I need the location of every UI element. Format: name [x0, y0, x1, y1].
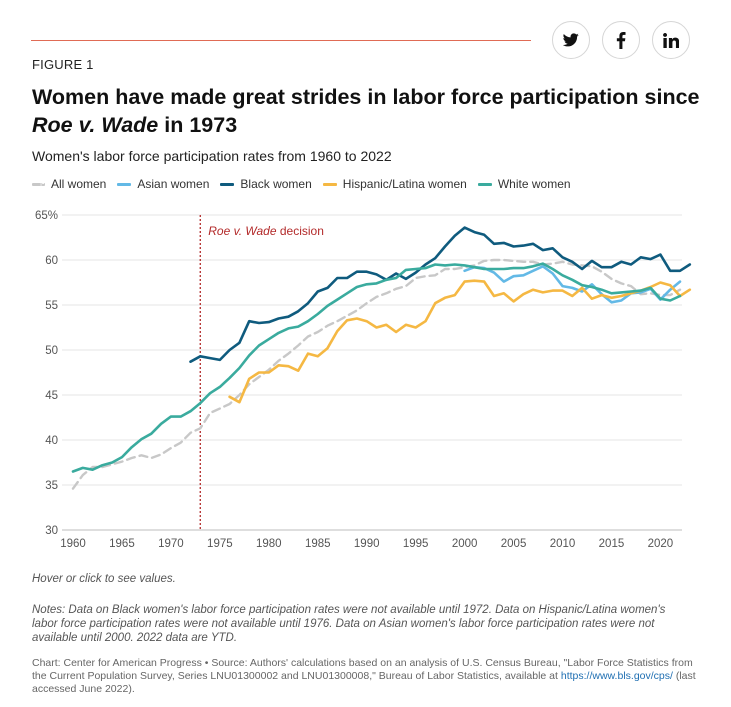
y-tick-label: 40: [45, 435, 58, 447]
title-text-italic: Roe v. Wade: [32, 113, 159, 137]
legend-item-all-women[interactable]: All women: [32, 177, 106, 191]
header-divider: [31, 40, 531, 41]
y-tick-label: 30: [45, 525, 58, 537]
share-twitter-button[interactable]: [552, 21, 590, 59]
x-tick-label: 2010: [550, 538, 576, 550]
x-tick-label: 1980: [256, 538, 282, 550]
x-tick-label: 1960: [60, 538, 86, 550]
x-tick-label: 1975: [207, 538, 233, 550]
y-tick-label: 65%: [35, 210, 58, 222]
chart-legend: All women Asian women Black women Hispanic/…: [32, 177, 582, 191]
legend-item-white-women[interactable]: White women: [477, 177, 571, 191]
source-text: Chart: Center for American Progress • So…: [32, 657, 693, 682]
legend-label: White women: [497, 177, 571, 191]
legend-label: All women: [51, 177, 107, 191]
figure-label: FIGURE 1: [32, 57, 94, 72]
legend-swatch: [477, 182, 492, 186]
y-tick-label: 60: [45, 255, 58, 267]
legend-label: Hispanic/Latina women: [342, 177, 467, 191]
series-line-white-women: [71, 262, 682, 473]
legend-swatch: [32, 182, 45, 186]
chart-subtitle: Women's labor force participation rates …: [32, 148, 392, 164]
source-tail: (last accessed June 2022).: [32, 670, 696, 695]
series-line-black-women: [189, 226, 692, 363]
line-chart[interactable]: 30 35 40 45 50 55 60 65% 1960 1965 1970 1975 1980 198…: [0, 200, 731, 560]
x-tick-label: 1985: [305, 538, 331, 550]
share-facebook-button[interactable]: [602, 21, 640, 59]
legend-swatch: [322, 182, 337, 186]
facebook-icon: [616, 31, 626, 49]
legend-item-black-women[interactable]: Black women: [220, 177, 312, 191]
x-tick-label: 2005: [501, 538, 527, 550]
legend-item-hispanic-latina-women[interactable]: Hispanic/Latina women: [322, 177, 467, 191]
hover-note: Hover or click to see values.: [32, 573, 176, 585]
y-tick-label: 45: [45, 390, 58, 402]
twitter-icon: [563, 33, 579, 47]
legend-swatch: [117, 182, 132, 186]
y-tick-label: 55: [45, 300, 58, 312]
title-text-end: in 1973: [158, 113, 238, 137]
roe-v-wade-annotation: Roe v. Wade decision: [208, 224, 324, 238]
x-tick-label: 2015: [599, 538, 625, 550]
series-line-asian-women: [463, 265, 682, 304]
legend-swatch: [220, 182, 235, 186]
series-line-hispanic-latina-women: [228, 279, 692, 404]
chart-source: Chart: Center for American Progress • So…: [32, 657, 702, 696]
source-link[interactable]: https://www.bls.gov/cps/: [560, 670, 673, 682]
legend-item-asian-women[interactable]: Asian women: [117, 177, 209, 191]
share-linkedin-button[interactable]: [652, 21, 690, 59]
legend-label: Black women: [240, 177, 312, 191]
legend-label: Asian women: [137, 177, 210, 191]
x-tick-label: 1970: [158, 538, 184, 550]
x-tick-label: 1990: [354, 538, 380, 550]
chart-title: Women have made great strides in labor f…: [32, 83, 712, 139]
x-tick-label: 2000: [452, 538, 478, 550]
y-tick-label: 35: [45, 480, 58, 492]
x-tick-label: 1965: [109, 538, 135, 550]
x-tick-label: 1995: [403, 538, 429, 550]
linkedin-icon: [663, 32, 679, 48]
chart-notes: Notes: Data on Black women's labor force…: [32, 604, 666, 644]
y-tick-label: 50: [45, 345, 58, 357]
x-tick-label: 2020: [648, 538, 674, 550]
series-line-all-women: [71, 258, 682, 490]
title-text-start: Women have made great strides in labor f…: [32, 85, 700, 109]
